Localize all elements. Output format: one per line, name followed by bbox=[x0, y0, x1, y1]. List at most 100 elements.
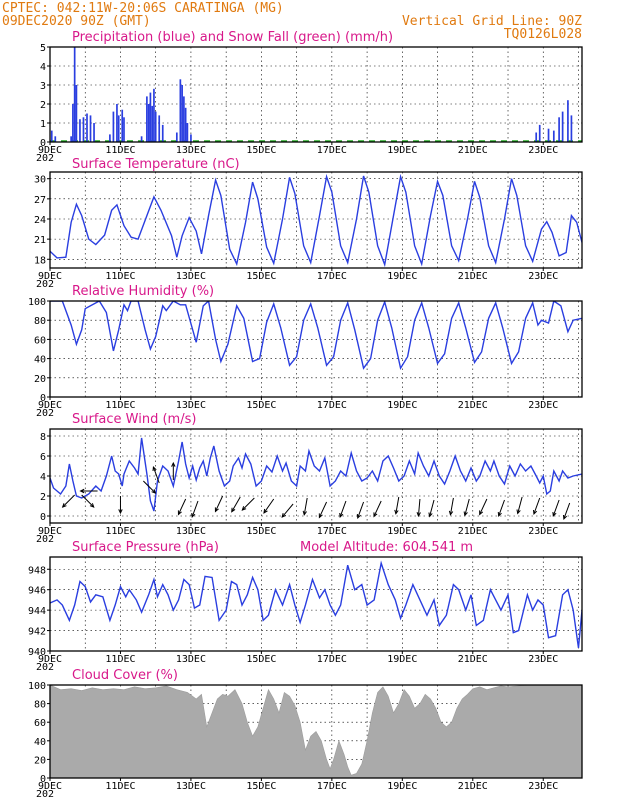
header: CPTEC: 042:11W-20:06S CARATINGA (MG) 09D… bbox=[2, 1, 582, 42]
pres-x-tick-label: 9DEC bbox=[38, 654, 62, 665]
temp-y-tick-label: 24 bbox=[34, 215, 46, 226]
pres-y-tick-label: 942 bbox=[28, 627, 46, 638]
precip-x-tick-label: 13DEC bbox=[176, 145, 206, 156]
pres-y-tick-label: 946 bbox=[28, 586, 46, 597]
precip-bar bbox=[123, 117, 125, 142]
rh-panel: 0 20 40 60 80 100 9DEC 11DEC 13DEC 15DEC 17DEC 19DE… bbox=[28, 284, 583, 419]
precip-bar bbox=[117, 115, 120, 142]
precip-bar bbox=[175, 132, 178, 142]
temp-y-tick-label: 27 bbox=[34, 195, 46, 206]
rh-line bbox=[50, 301, 582, 371]
cloud-y-tick-label: 80 bbox=[34, 700, 46, 711]
wind-vector bbox=[394, 496, 400, 515]
wind-vector bbox=[416, 498, 421, 518]
precip-bar bbox=[181, 85, 183, 142]
precip-bar bbox=[73, 47, 76, 142]
precip-bar bbox=[538, 124, 541, 142]
precip-bar bbox=[140, 136, 143, 142]
cloud-x-tick-label: 19DEC bbox=[387, 781, 417, 792]
wind-x-tick-label: 15DEC bbox=[246, 526, 276, 537]
wind-data bbox=[50, 437, 582, 521]
temp-y-tick-label: 21 bbox=[34, 235, 46, 246]
rh-x-tick-label: 13DEC bbox=[176, 400, 206, 411]
precip-x-tick-label: 21DEC bbox=[458, 145, 488, 156]
precip-bar bbox=[158, 115, 161, 142]
wind-vector bbox=[241, 497, 255, 511]
rh-x-tick-label: 11DEC bbox=[105, 400, 135, 411]
precip-x-tick-label: 15DEC bbox=[246, 145, 276, 156]
wind-vector bbox=[118, 496, 123, 515]
precip-bar bbox=[50, 130, 53, 142]
temp-x-tick-label: 11DEC bbox=[105, 271, 135, 282]
pres-x-tick-label: 23DEC bbox=[528, 654, 558, 665]
wind-vector bbox=[428, 499, 435, 518]
wind-vector bbox=[463, 498, 470, 517]
wind-vector bbox=[448, 497, 454, 516]
precip-bar bbox=[146, 96, 148, 142]
wind-vector bbox=[177, 498, 187, 516]
cloud-x-tick-label: 21DEC bbox=[458, 781, 488, 792]
temp-title: Surface Temperature (nC) bbox=[72, 157, 240, 172]
wind-vector bbox=[79, 488, 98, 494]
wind-vector bbox=[61, 494, 76, 508]
temp-y-tick-label: 30 bbox=[34, 175, 46, 186]
pres-title: Surface Pressure (hPa) bbox=[72, 540, 219, 555]
wind-y-tick-label: 4 bbox=[40, 472, 46, 483]
rh-x-tick-label: 9DEC bbox=[38, 400, 62, 411]
rh-year-stub: 202 bbox=[36, 408, 54, 419]
precip-bar bbox=[89, 115, 92, 142]
cloud-x-tick-label: 15DEC bbox=[246, 781, 276, 792]
temp-x-tick-label: 19DEC bbox=[387, 271, 417, 282]
wind-vector bbox=[479, 498, 488, 516]
wind-title: Surface Wind (m/s) bbox=[72, 412, 196, 427]
precip-bar bbox=[558, 117, 560, 142]
precip-bar bbox=[86, 113, 88, 142]
wind-x-tick-label: 13DEC bbox=[176, 526, 206, 537]
precip-x-tick-label: 11DEC bbox=[105, 145, 135, 156]
precip-bar bbox=[147, 104, 150, 142]
cloud-y-tick-label: 0 bbox=[40, 774, 46, 785]
wind-y-tick-label: 0 bbox=[40, 512, 46, 523]
precip-bar bbox=[109, 134, 111, 142]
pres-x-tick-label: 17DEC bbox=[317, 654, 347, 665]
wind-vector bbox=[152, 465, 160, 484]
rh-x-tick-label: 19DEC bbox=[387, 400, 417, 411]
temp-x-tick-label: 17DEC bbox=[317, 271, 347, 282]
precip-y-tick-label: 5 bbox=[40, 43, 46, 54]
wind-y-tick-label: 8 bbox=[40, 432, 46, 443]
cloud-cover-area bbox=[50, 685, 582, 778]
temp-x-tick-label: 9DEC bbox=[38, 271, 62, 282]
wind-vector bbox=[281, 503, 294, 518]
precip-bar bbox=[161, 124, 164, 142]
pres-frame bbox=[49, 556, 583, 652]
pres-y-tick-label: 948 bbox=[28, 565, 46, 576]
pres-year-stub: 202 bbox=[36, 662, 54, 673]
precip-bar bbox=[70, 136, 72, 142]
temp-frame bbox=[49, 171, 583, 269]
precip-bar bbox=[151, 105, 154, 142]
precip-x-tick-label: 23DEC bbox=[528, 145, 558, 156]
station-line: CPTEC: 042:11W-20:06S CARATINGA (MG) bbox=[2, 1, 284, 16]
cloud-year-stub: 202 bbox=[36, 789, 54, 800]
temp-panel: 18 21 24 27 30 9DEC 11DEC 13DEC 15DEC 17DEC 19DEC 2… bbox=[34, 157, 583, 290]
wind-vector bbox=[562, 502, 571, 521]
rh-y-tick-label: 0 bbox=[40, 393, 46, 404]
precip-bar bbox=[561, 111, 564, 142]
temp-line bbox=[50, 173, 582, 268]
rh-y-tick-label: 60 bbox=[34, 335, 46, 346]
wind-vector bbox=[143, 480, 157, 494]
pres-panel: 940 942 944 946 948 9DEC 11DEC 13DEC 15DEC 17DEC 1… bbox=[28, 540, 583, 673]
precip-bar bbox=[116, 104, 118, 142]
precip-y-tick-label: 0 bbox=[40, 138, 46, 149]
wind-line bbox=[50, 437, 582, 512]
cloud-data bbox=[50, 685, 582, 778]
wind-vector bbox=[263, 498, 275, 514]
wind-vector bbox=[552, 499, 560, 518]
precip-bar bbox=[186, 123, 189, 142]
cloud-x-tick-label: 13DEC bbox=[176, 781, 206, 792]
wind-frame bbox=[49, 428, 583, 524]
wind-x-tick-label: 9DEC bbox=[38, 526, 62, 537]
rh-y-tick-label: 20 bbox=[34, 374, 46, 385]
pres-y-tick-label: 944 bbox=[28, 606, 46, 617]
temp-year-stub: 202 bbox=[36, 279, 54, 290]
